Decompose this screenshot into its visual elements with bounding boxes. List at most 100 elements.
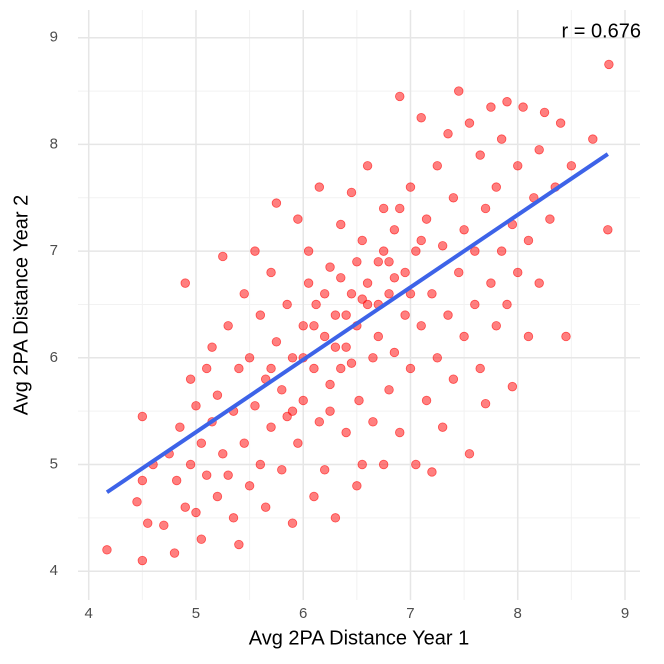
point	[588, 134, 598, 144]
point	[303, 278, 314, 288]
point	[362, 278, 373, 288]
point	[250, 246, 260, 256]
point	[400, 267, 410, 278]
point	[169, 548, 180, 558]
point	[309, 491, 319, 502]
point	[405, 182, 416, 192]
x-tick-label: 6	[299, 605, 307, 622]
point	[319, 465, 330, 475]
point	[298, 321, 308, 331]
point	[244, 481, 255, 491]
point	[277, 465, 287, 475]
x-axis-title: Avg 2PA Distance Year 1	[249, 627, 470, 649]
point	[480, 203, 491, 214]
point	[196, 534, 207, 544]
point	[325, 262, 335, 272]
point	[523, 235, 534, 246]
point	[357, 459, 367, 470]
point	[352, 257, 362, 267]
point	[534, 145, 544, 155]
point	[378, 246, 389, 256]
y-tick-label: 6	[50, 349, 58, 366]
point	[137, 555, 148, 566]
point	[218, 251, 228, 262]
point	[437, 241, 448, 251]
point	[132, 497, 142, 507]
point	[443, 129, 453, 139]
point	[395, 427, 405, 438]
point	[330, 513, 341, 523]
point	[427, 467, 437, 477]
point	[137, 411, 148, 422]
point	[185, 374, 196, 384]
point	[357, 235, 367, 246]
point	[464, 118, 475, 128]
point	[341, 310, 351, 320]
point	[271, 337, 282, 347]
point	[545, 214, 555, 224]
point	[191, 401, 201, 411]
point	[539, 107, 550, 118]
point	[534, 278, 544, 288]
point	[266, 363, 276, 374]
point	[287, 518, 298, 528]
point	[362, 161, 373, 171]
point	[293, 438, 303, 448]
point	[228, 513, 239, 523]
point	[287, 353, 298, 363]
x-tick-label: 7	[406, 605, 414, 622]
point	[212, 390, 223, 400]
point	[311, 299, 321, 310]
point	[336, 219, 346, 230]
point	[185, 459, 196, 470]
point	[330, 342, 341, 352]
grid: 4 5 6 7 8 9 4 5 6 7 8 9	[50, 10, 640, 622]
y-tick-label: 4	[50, 562, 58, 579]
x-tick-label: 9	[621, 605, 629, 622]
point	[234, 363, 244, 374]
y-tick-label: 8	[50, 135, 58, 152]
point	[411, 459, 421, 470]
point	[271, 198, 282, 208]
point	[518, 102, 528, 112]
point	[427, 289, 437, 299]
overlay	[105, 152, 609, 494]
point	[555, 118, 566, 128]
point	[454, 86, 464, 96]
point	[496, 246, 507, 256]
point	[603, 225, 613, 235]
point	[298, 395, 308, 406]
point	[368, 353, 378, 363]
point	[384, 257, 394, 267]
point	[137, 475, 148, 486]
point	[341, 427, 351, 438]
point	[373, 331, 384, 342]
point	[513, 161, 523, 171]
point	[384, 385, 394, 395]
point	[432, 353, 442, 363]
point	[378, 203, 389, 214]
point	[368, 417, 378, 427]
point	[491, 321, 501, 331]
point	[330, 310, 341, 320]
point	[159, 520, 169, 531]
point	[255, 310, 266, 320]
point	[486, 102, 496, 112]
point	[491, 182, 501, 192]
point	[207, 342, 217, 352]
point	[502, 299, 512, 310]
point	[470, 246, 480, 256]
point	[389, 273, 400, 283]
point	[319, 289, 330, 299]
point	[341, 342, 351, 352]
point	[502, 97, 512, 107]
point	[416, 321, 426, 331]
point	[336, 273, 346, 283]
point	[400, 310, 410, 320]
point	[354, 395, 364, 406]
point	[464, 449, 475, 459]
point	[421, 395, 432, 406]
point	[223, 321, 233, 331]
point	[239, 438, 249, 448]
